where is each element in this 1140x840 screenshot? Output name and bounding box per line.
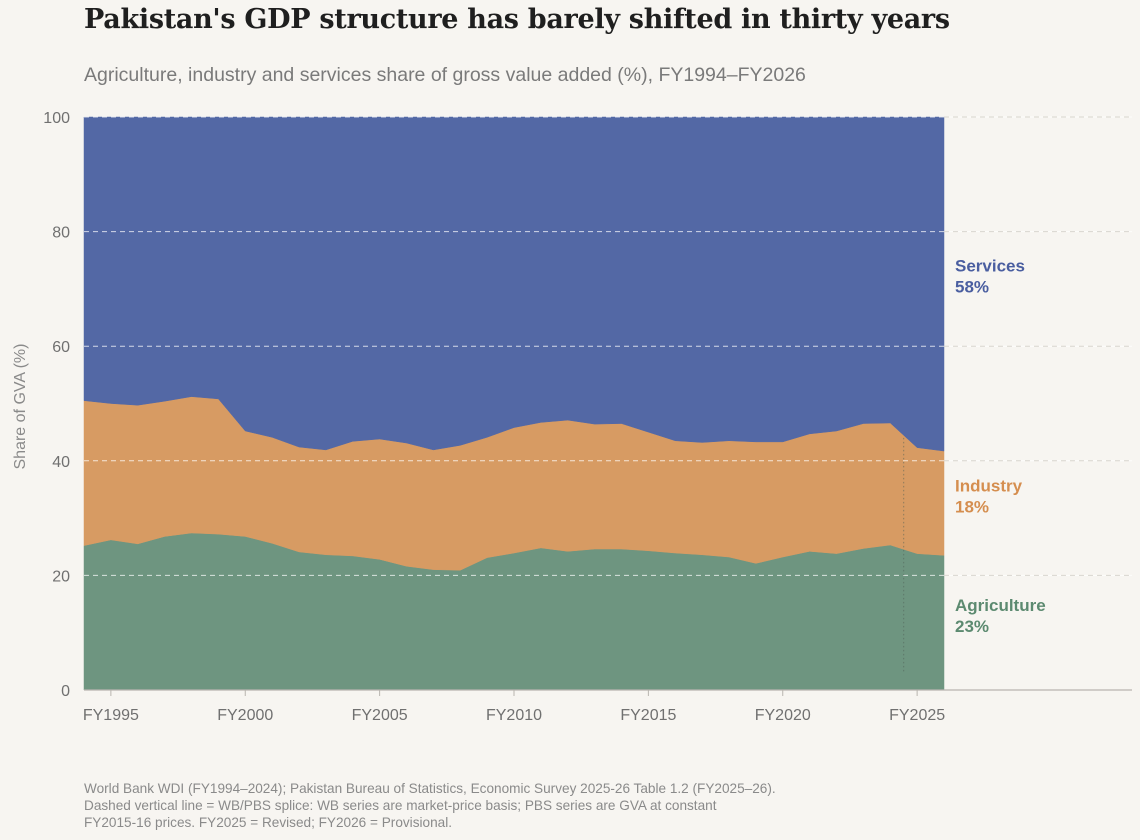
agriculture-area bbox=[83, 532, 945, 691]
industry-series-label: Industry bbox=[955, 477, 1023, 496]
y-tick-label: 20 bbox=[52, 568, 70, 585]
x-tick-label: FY2010 bbox=[486, 707, 542, 724]
x-tick-label: FY2005 bbox=[352, 707, 408, 724]
services-area bbox=[83, 116, 945, 452]
agriculture-series-label: Agriculture bbox=[955, 596, 1046, 615]
x-tick-label: FY2025 bbox=[889, 707, 945, 724]
x-tick-label: FY2020 bbox=[755, 707, 811, 724]
source-note: World Bank WDI (FY1994–2024); Pakistan B… bbox=[84, 780, 776, 831]
y-tick-label: 80 bbox=[52, 225, 70, 242]
services-series-label: Services bbox=[955, 257, 1025, 276]
y-tick-label: 40 bbox=[52, 454, 70, 471]
services-share-label: 58% bbox=[955, 278, 989, 297]
source-line-1: World Bank WDI (FY1994–2024); Pakistan B… bbox=[84, 781, 776, 796]
y-tick-label: 60 bbox=[52, 339, 70, 356]
source-line-2: Dashed vertical line = WB/PBS splice: WB… bbox=[84, 798, 717, 813]
industry-share-label: 18% bbox=[955, 498, 989, 517]
source-line-3: FY2015-16 prices. FY2025 = Revised; FY20… bbox=[84, 815, 452, 830]
x-tick-label: FY2015 bbox=[620, 707, 676, 724]
y-axis-label: Share of GVA (%) bbox=[12, 344, 29, 470]
stacked-area-chart: 0 20 40 60 80 100 FY1995 FY2000 FY2005 FY2010 FY20… bbox=[12, 110, 1132, 724]
y-tick-label: 0 bbox=[61, 683, 70, 700]
x-tick-label: FY2000 bbox=[217, 707, 273, 724]
chart-subtitle: Agriculture, industry and services share… bbox=[84, 64, 806, 86]
y-tick-label: 100 bbox=[43, 110, 70, 127]
x-tick-label: FY1995 bbox=[83, 707, 139, 724]
agriculture-share-label: 23% bbox=[955, 617, 989, 636]
chart-title: Pakistan's GDP structure has barely shif… bbox=[84, 4, 950, 35]
